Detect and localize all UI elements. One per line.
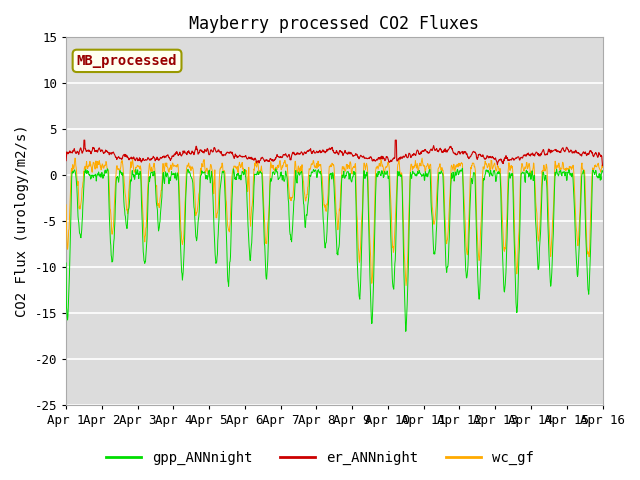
Legend: gpp_ANNnight, er_ANNnight, wc_gf: gpp_ANNnight, er_ANNnight, wc_gf	[100, 445, 540, 471]
Text: MB_processed: MB_processed	[77, 54, 177, 68]
Title: Mayberry processed CO2 Fluxes: Mayberry processed CO2 Fluxes	[189, 15, 479, 33]
Y-axis label: CO2 Flux (urology/m2/s): CO2 Flux (urology/m2/s)	[15, 125, 29, 317]
